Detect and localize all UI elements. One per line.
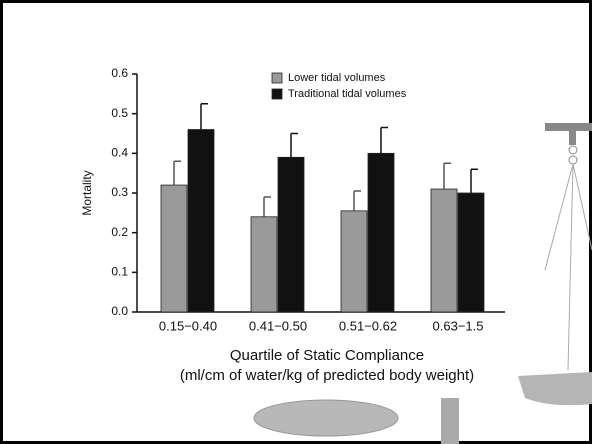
y-tick-label: 0.2 xyxy=(111,225,128,239)
error-bar xyxy=(380,126,388,154)
y-tick-label: 0.3 xyxy=(111,185,128,199)
error-bar xyxy=(353,190,361,211)
string xyxy=(544,163,574,271)
bar xyxy=(367,152,395,313)
x-tick-label: 0.15−0.40 xyxy=(159,318,217,333)
bar xyxy=(160,184,188,313)
y-tick-label: 0.1 xyxy=(111,265,128,279)
error-bar xyxy=(290,132,298,158)
y-tick-label: 0.6 xyxy=(111,66,128,80)
y-tick-label: 0.4 xyxy=(111,146,128,160)
y-axis-label: Mortality xyxy=(80,170,94,215)
bar xyxy=(430,188,458,313)
beam xyxy=(545,123,592,131)
bar xyxy=(340,210,368,313)
stand xyxy=(441,398,459,444)
error-bar xyxy=(200,103,208,130)
string xyxy=(567,163,574,371)
bar xyxy=(457,192,485,313)
error-bar xyxy=(470,168,478,193)
x-axis-label: Quartile of Static Compliance xyxy=(230,347,424,364)
y-tick-label: 0.5 xyxy=(111,106,128,120)
legend-label: Traditional tidal volumes xyxy=(288,88,407,100)
legend-swatch xyxy=(271,72,283,84)
plate xyxy=(253,399,399,437)
balance-scale xyxy=(253,123,592,444)
x-tick-label: 0.63−1.5 xyxy=(433,318,484,333)
y-tick-label: 0.0 xyxy=(111,304,128,318)
error-bar xyxy=(173,160,181,186)
ring xyxy=(568,145,578,155)
error-bar xyxy=(263,196,271,217)
legend-swatch xyxy=(271,88,283,100)
x-tick-label: 0.51−0.62 xyxy=(339,318,397,333)
x-tick-label: 0.41−0.50 xyxy=(249,318,307,333)
legend-label: Lower tidal volumes xyxy=(288,72,386,84)
bar xyxy=(250,216,278,313)
post xyxy=(569,131,576,145)
error-bar xyxy=(443,162,451,190)
x-axis-label: (ml/cm of water/kg of predicted body wei… xyxy=(180,367,474,384)
pan xyxy=(518,372,592,406)
bar xyxy=(277,156,305,313)
string xyxy=(572,163,592,251)
bar xyxy=(187,129,215,313)
